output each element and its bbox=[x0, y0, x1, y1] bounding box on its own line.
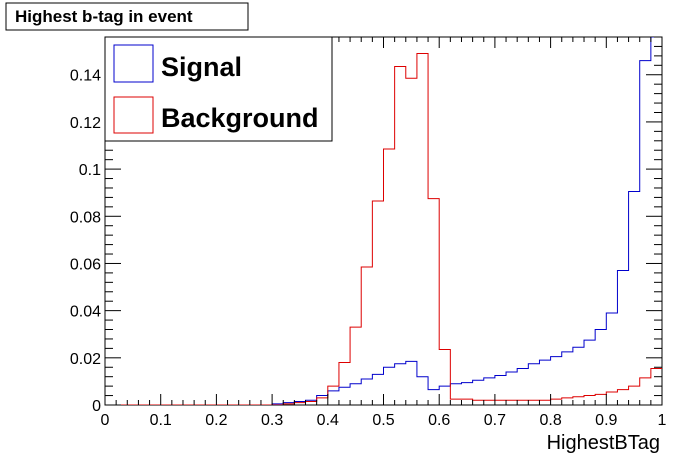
y-tick-label: 0.02 bbox=[70, 351, 101, 368]
y-tick-label: 0 bbox=[92, 398, 101, 415]
series-signal bbox=[105, 37, 662, 405]
y-tick-label: 0.06 bbox=[70, 256, 101, 273]
y-tick-label: 0.1 bbox=[79, 162, 101, 179]
x-tick-label: 1 bbox=[658, 412, 667, 429]
title-text: Highest b-tag in event bbox=[15, 7, 193, 26]
x-tick-label: 0.7 bbox=[484, 412, 506, 429]
y-tick-label: 0.12 bbox=[70, 115, 101, 132]
y-tick-label: 0.08 bbox=[70, 209, 101, 226]
x-axis-label: HighestBTag bbox=[547, 432, 660, 454]
x-tick-label: 0.4 bbox=[317, 412, 339, 429]
legend-label-signal: Signal bbox=[161, 52, 242, 82]
title-box bbox=[5, 2, 249, 31]
legend-swatch-signal bbox=[113, 44, 154, 83]
x-tick-label: 0.2 bbox=[205, 412, 227, 429]
y-tick-label: 0.04 bbox=[70, 304, 101, 321]
series-background bbox=[105, 53, 662, 405]
legend-label-background: Background bbox=[161, 103, 319, 133]
y-tick-label: 0.14 bbox=[70, 68, 101, 85]
legend-swatch-background bbox=[113, 96, 154, 134]
series-layer bbox=[105, 37, 662, 405]
x-tick-label: 0.1 bbox=[150, 412, 172, 429]
x-tick-label: 0 bbox=[101, 412, 110, 429]
chart-title: Highest b-tag in event bbox=[5, 2, 249, 31]
x-tick-label: 0.5 bbox=[372, 412, 394, 429]
x-tick-label: 0.6 bbox=[428, 412, 450, 429]
axes: 0 0.1 0.2 0.3 0.4 0.5 0.6 0.7 0.8 0.9 1 0 0.02 0.04 0.… bbox=[70, 36, 667, 429]
legend: Signal Background bbox=[104, 36, 333, 142]
x-tick-label: 0.9 bbox=[595, 412, 617, 429]
x-tick-label: 0.3 bbox=[261, 412, 283, 429]
x-tick-label: 0.8 bbox=[539, 412, 561, 429]
